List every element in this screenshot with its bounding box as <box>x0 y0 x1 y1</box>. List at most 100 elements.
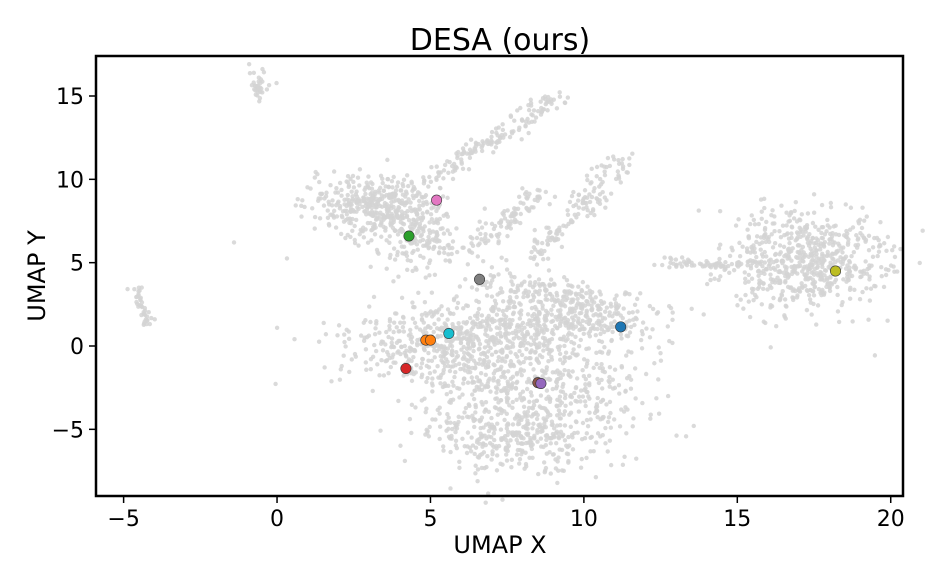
background-point <box>545 242 551 247</box>
background-point <box>563 350 569 355</box>
background-point <box>456 334 461 339</box>
background-point <box>806 254 812 260</box>
background-point <box>525 312 531 317</box>
background-point <box>519 434 524 439</box>
background-point <box>537 341 542 346</box>
background-point <box>800 229 805 234</box>
background-point <box>346 329 351 334</box>
background-point <box>442 364 448 369</box>
background-point <box>537 312 542 317</box>
background-point <box>386 352 391 358</box>
background-point <box>417 203 422 208</box>
background-point <box>562 289 567 294</box>
background-point <box>589 180 594 185</box>
background-point <box>600 398 605 403</box>
background-point <box>542 418 548 423</box>
background-point <box>754 239 759 245</box>
background-point <box>493 145 499 150</box>
background-point <box>717 256 722 262</box>
background-point <box>759 209 764 214</box>
background-point <box>494 453 500 458</box>
background-point <box>372 342 377 348</box>
background-point <box>530 113 535 118</box>
background-point <box>529 318 534 323</box>
background-point <box>610 377 615 382</box>
background-point <box>436 307 442 312</box>
background-point <box>883 272 889 278</box>
background-point <box>525 294 530 299</box>
background-point <box>743 292 748 298</box>
background-point <box>535 345 540 350</box>
background-point <box>454 305 460 311</box>
background-point <box>516 194 522 200</box>
background-point <box>532 237 538 242</box>
background-point <box>368 366 373 372</box>
background-point <box>360 225 366 230</box>
background-point <box>490 452 495 457</box>
background-point <box>497 220 502 226</box>
background-point <box>407 345 413 350</box>
background-point <box>362 187 367 193</box>
background-point <box>460 166 466 171</box>
background-point <box>496 354 501 360</box>
background-point <box>504 452 509 457</box>
background-point <box>494 325 499 330</box>
background-point <box>745 227 750 232</box>
background-point <box>413 209 418 215</box>
background-point <box>441 444 446 449</box>
background-point <box>762 225 768 231</box>
background-point <box>379 234 384 239</box>
background-point <box>445 412 450 417</box>
background-point <box>529 446 535 452</box>
background-point <box>429 290 435 295</box>
background-point <box>473 445 479 450</box>
background-point <box>584 417 590 423</box>
background-point <box>558 416 563 421</box>
background-point <box>519 308 524 313</box>
background-point <box>469 327 474 332</box>
background-point <box>847 227 853 232</box>
background-point <box>526 107 532 113</box>
background-point <box>576 316 581 321</box>
background-point <box>459 159 464 165</box>
background-point <box>391 217 397 222</box>
background-point <box>396 274 401 279</box>
background-point <box>419 218 424 223</box>
background-point <box>361 338 367 343</box>
background-point <box>363 347 369 352</box>
background-point <box>438 226 443 231</box>
background-point <box>595 326 600 332</box>
background-point <box>575 198 581 203</box>
background-point <box>547 283 552 289</box>
background-point <box>591 323 596 328</box>
background-point <box>679 255 685 260</box>
background-point <box>758 247 763 252</box>
background-point <box>619 364 624 369</box>
background-point <box>573 313 578 319</box>
background-point <box>475 478 480 484</box>
background-point <box>817 256 822 262</box>
background-point <box>718 274 723 279</box>
background-point <box>608 462 614 468</box>
background-point <box>531 412 537 417</box>
background-point <box>597 176 603 182</box>
background-point <box>445 228 450 233</box>
background-point <box>689 263 695 268</box>
background-point <box>883 267 889 272</box>
background-point <box>391 191 397 197</box>
background-point <box>770 245 776 250</box>
background-point <box>602 169 607 174</box>
background-point <box>612 367 618 372</box>
background-point <box>326 199 331 205</box>
background-point <box>571 297 576 302</box>
background-point <box>436 250 442 255</box>
background-point <box>381 373 387 378</box>
background-point <box>391 279 396 284</box>
background-point <box>800 285 805 290</box>
background-point <box>538 393 544 398</box>
background-point <box>626 349 631 354</box>
background-point <box>445 307 451 312</box>
background-point <box>801 233 806 238</box>
background-point <box>349 357 354 362</box>
background-point <box>531 108 537 113</box>
